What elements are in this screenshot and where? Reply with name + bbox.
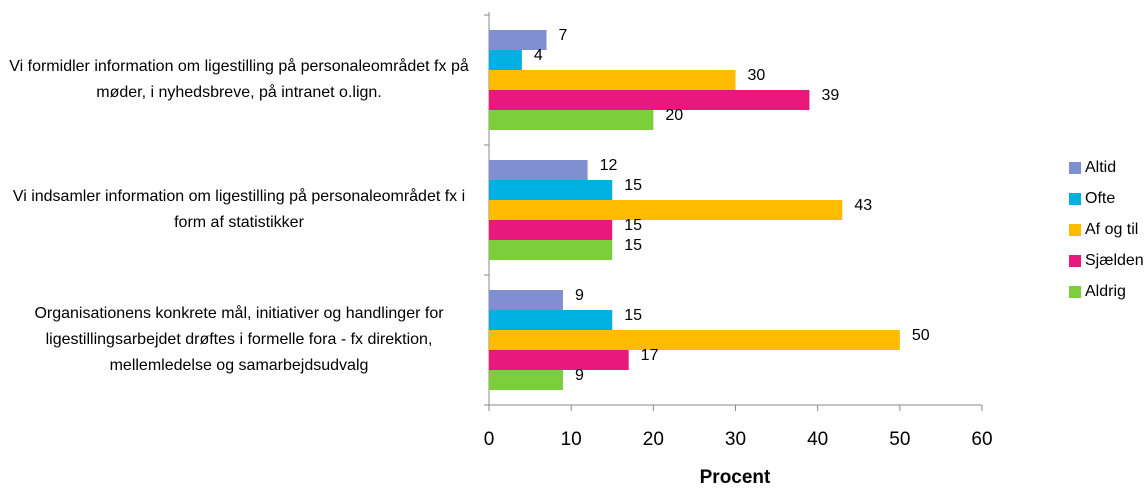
value-label: 39	[821, 87, 839, 104]
value-label: 50	[912, 327, 930, 344]
value-label: 17	[641, 347, 659, 364]
value-label: 15	[624, 237, 642, 254]
bar	[489, 70, 736, 90]
value-label: 20	[665, 107, 683, 124]
bar	[489, 160, 588, 180]
x-tick-label: 40	[807, 429, 828, 450]
bar	[489, 310, 613, 330]
legend-swatch	[1069, 193, 1081, 205]
category-label: Vi indsamler information om ligestilling…	[12, 188, 466, 231]
value-label: 15	[624, 177, 642, 194]
category-label: Vi formidler information om ligestilling…	[9, 58, 469, 101]
bar	[489, 240, 613, 260]
x-tick-label: 50	[889, 429, 910, 450]
bar	[489, 110, 654, 130]
value-label: 12	[600, 157, 618, 174]
bar	[489, 30, 547, 50]
legend-swatch	[1069, 286, 1081, 298]
bar	[489, 290, 563, 310]
legend-label: Af og til	[1085, 221, 1138, 238]
bar	[489, 370, 563, 390]
value-label: 15	[624, 217, 642, 234]
x-axis-label: Procent	[700, 467, 771, 488]
value-label: 9	[575, 367, 584, 384]
value-label: 15	[624, 307, 642, 324]
legend-swatch	[1069, 224, 1081, 236]
legend-swatch	[1069, 162, 1081, 174]
bar	[489, 330, 900, 350]
value-label: 4	[534, 47, 543, 64]
category-label: Organisationens konkrete mål, initiative…	[34, 305, 444, 374]
bar	[489, 180, 613, 200]
value-label: 30	[748, 67, 766, 84]
bar	[489, 200, 843, 220]
legend-label: Ofte	[1085, 190, 1115, 207]
legend-label: Altid	[1085, 159, 1116, 176]
bar	[489, 90, 810, 110]
value-label: 43	[854, 197, 872, 214]
legend-label: Aldrig	[1085, 283, 1126, 300]
value-label: 9	[575, 287, 584, 304]
x-tick-label: 10	[561, 429, 582, 450]
x-tick-label: 30	[725, 429, 746, 450]
bar	[489, 350, 629, 370]
bar	[489, 220, 613, 240]
x-tick-label: 20	[643, 429, 664, 450]
legend-swatch	[1069, 255, 1081, 267]
bar	[489, 50, 522, 70]
x-tick-label: 60	[971, 429, 992, 450]
value-label: 7	[559, 27, 568, 44]
legend-label: Sjældent	[1085, 252, 1144, 269]
x-tick-label: 0	[484, 429, 495, 450]
